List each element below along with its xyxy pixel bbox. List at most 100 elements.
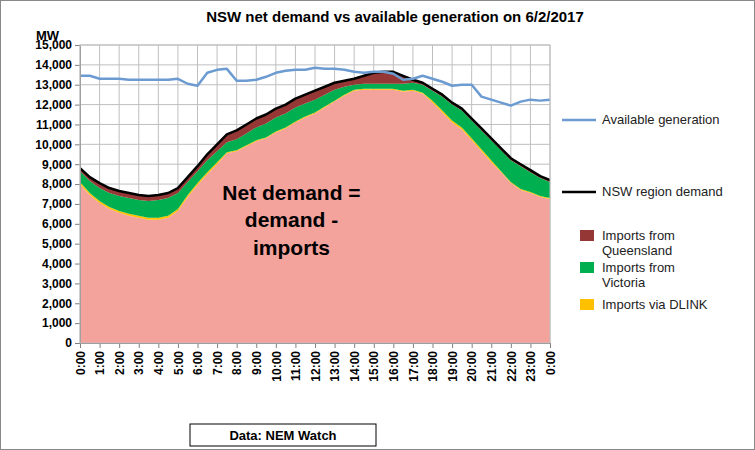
x-tick-mark xyxy=(393,343,394,348)
x-tick: 2:00 xyxy=(113,343,127,375)
y-tick-label: 0 xyxy=(65,336,72,350)
x-tick: 19:00 xyxy=(446,343,460,382)
y-tick-label: 14,000 xyxy=(35,58,72,72)
x-tick: 10:00 xyxy=(270,343,284,382)
x-tick: 20:00 xyxy=(465,343,479,382)
y-tick-label: 5,000 xyxy=(42,237,72,251)
x-tick: 21:00 xyxy=(485,343,499,382)
x-tick-label: 10:00 xyxy=(270,351,284,382)
y-tick: 3,000 xyxy=(42,277,80,291)
x-tick-mark xyxy=(100,343,101,348)
x-tick-label: 19:00 xyxy=(446,351,460,382)
legend-label: Available generation xyxy=(602,112,720,127)
x-tick: 13:00 xyxy=(328,343,342,382)
x-tick-mark xyxy=(256,343,257,348)
y-tick-mark xyxy=(75,85,80,86)
x-tick-label: 2:00 xyxy=(113,351,127,375)
series-line xyxy=(80,68,550,106)
marks xyxy=(80,68,550,343)
x-tick-label: 3:00 xyxy=(132,351,146,375)
legend-swatch xyxy=(580,262,594,273)
x-tick-mark xyxy=(80,343,81,348)
legend-swatch xyxy=(562,119,596,122)
y-tick: 9,000 xyxy=(42,158,80,172)
y-tick-label: 10,000 xyxy=(35,138,72,152)
x-tick-mark xyxy=(511,343,512,348)
x-tick: 4:00 xyxy=(152,343,166,375)
legend-swatch xyxy=(580,299,594,310)
y-tick: 14,000 xyxy=(35,58,80,72)
y-tick-label: 6,000 xyxy=(42,217,72,231)
y-tick: 0 xyxy=(65,336,80,350)
x-tick-label: 23:00 xyxy=(524,351,538,382)
legend-label: NSW region demand xyxy=(602,184,723,199)
chart-border xyxy=(1,1,755,450)
x-tick-mark xyxy=(315,343,316,348)
x-tick: 5:00 xyxy=(172,343,186,375)
x-tick-mark xyxy=(452,343,453,348)
x-tick: 16:00 xyxy=(387,343,401,382)
y-tick-label: 9,000 xyxy=(42,158,72,172)
y-tick: 2,000 xyxy=(42,297,80,311)
x-tick: 11:00 xyxy=(289,343,303,381)
y-axis: 01,0002,0003,0004,0005,0006,0007,0008,00… xyxy=(35,38,80,350)
y-tick-mark xyxy=(75,65,80,66)
legend-swatch xyxy=(562,191,596,194)
x-tick: 22:00 xyxy=(505,343,519,382)
source-frame xyxy=(190,424,376,446)
x-tick: 3:00 xyxy=(132,343,146,375)
y-tick: 8,000 xyxy=(42,177,80,191)
x-tick-mark xyxy=(178,343,179,348)
x-tick-mark xyxy=(413,343,414,348)
y-tick: 12,000 xyxy=(35,98,80,112)
x-tick-label: 9:00 xyxy=(250,351,264,375)
x-tick-mark xyxy=(295,343,296,348)
x-tick-mark xyxy=(119,343,120,348)
x-tick: 1:00 xyxy=(93,343,107,375)
y-tick: 6,000 xyxy=(42,217,80,231)
chart-title: NSW net demand vs available generation o… xyxy=(206,8,584,25)
x-tick: 12:00 xyxy=(309,343,323,382)
y-tick-mark xyxy=(75,45,80,46)
x-tick: 18:00 xyxy=(426,343,440,382)
source-text: Data: NEM Watch xyxy=(229,428,336,443)
y-tick-label: 4,000 xyxy=(42,257,72,271)
grid xyxy=(80,45,550,343)
x-tick-mark xyxy=(433,343,434,348)
y-tick-mark xyxy=(75,204,80,205)
x-tick-mark xyxy=(139,343,140,348)
x-tick-label: 13:00 xyxy=(328,351,342,382)
y-tick: 1,000 xyxy=(42,316,80,330)
y-tick-mark xyxy=(75,164,80,165)
x-tick: 7:00 xyxy=(211,343,225,375)
x-tick-label: 18:00 xyxy=(426,351,440,382)
x-tick: 23:00 xyxy=(524,343,538,382)
x-tick: 6:00 xyxy=(191,343,205,375)
x-tick-label: 5:00 xyxy=(172,351,186,375)
x-tick-label: 7:00 xyxy=(211,351,225,375)
y-tick-label: 8,000 xyxy=(42,177,72,191)
x-tick-label: 1:00 xyxy=(93,351,107,375)
source-box: Data: NEM Watch xyxy=(190,424,376,446)
x-tick-mark xyxy=(354,343,355,348)
y-tick-label: 13,000 xyxy=(35,78,72,92)
x-tick: 0:00 xyxy=(544,343,558,375)
x-tick-mark xyxy=(198,343,199,348)
y-tick-mark xyxy=(75,224,80,225)
y-tick: 5,000 xyxy=(42,237,80,251)
y-tick-mark xyxy=(75,184,80,185)
x-tick-mark xyxy=(237,343,238,348)
x-tick-mark xyxy=(158,343,159,348)
x-tick: 9:00 xyxy=(250,343,264,375)
x-tick-mark xyxy=(472,343,473,348)
legend-label: Imports via DLINK xyxy=(602,297,708,312)
x-tick-label: 14:00 xyxy=(348,351,362,382)
y-tick-label: 2,000 xyxy=(42,297,72,311)
x-tick-label: 12:00 xyxy=(309,351,323,382)
y-tick-mark xyxy=(75,264,80,265)
x-tick: 17:00 xyxy=(407,343,421,382)
x-tick-mark xyxy=(335,343,336,348)
y-tick-mark xyxy=(75,343,80,344)
y-tick-mark xyxy=(75,283,80,284)
y-tick: 4,000 xyxy=(42,257,80,271)
